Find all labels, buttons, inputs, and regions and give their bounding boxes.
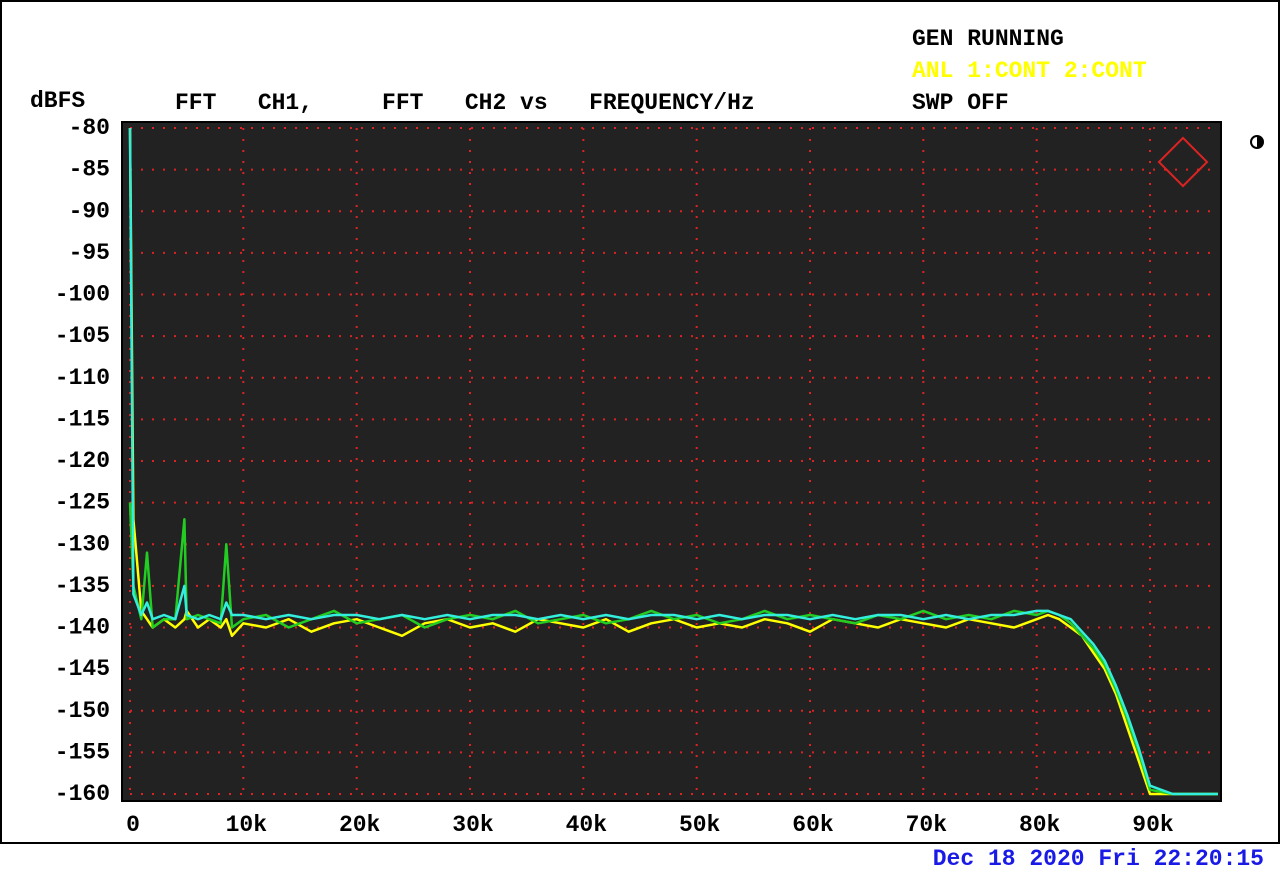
- x-tick-label: 0: [126, 812, 140, 838]
- y-tick-label: -135: [55, 573, 110, 599]
- y-tick-label: -120: [55, 448, 110, 474]
- y-tick-label: -130: [55, 531, 110, 557]
- x-tick-label: 10k: [226, 812, 268, 838]
- x-tick-label: 90k: [1132, 812, 1174, 838]
- x-tick-label: 70k: [906, 812, 948, 838]
- logo: [1157, 136, 1209, 188]
- status-line: ANL 1:CONT 2:CONT: [912, 58, 1147, 84]
- status-line: SWP OFF: [912, 90, 1009, 116]
- y-tick-label: -150: [55, 698, 110, 724]
- x-tick-label: 30k: [452, 812, 494, 838]
- chart-title: FFT CH1, FFT CH2 vs FREQUENCY/Hz: [175, 90, 755, 116]
- y-tick-label: -160: [55, 781, 110, 807]
- spectrum-trace: [128, 127, 1218, 796]
- status-line: GEN RUNNING: [912, 26, 1064, 52]
- spectrum-trace: [128, 127, 1218, 796]
- y-tick-label: -155: [55, 739, 110, 765]
- x-tick-label: 80k: [1019, 812, 1061, 838]
- x-tick-label: 20k: [339, 812, 381, 838]
- x-tick-label: 40k: [566, 812, 608, 838]
- y-tick-label: -110: [55, 365, 110, 391]
- plot: -80 -85 -90 -95 -100 -105 -110 -115 -120 -125 -130…: [55, 115, 1222, 838]
- y-tick-label: -80: [69, 115, 110, 141]
- y-tick-label: -140: [55, 615, 110, 641]
- y-tick-label: -100: [55, 282, 110, 308]
- y-tick-label: -90: [69, 198, 110, 224]
- y-tick-label: -145: [55, 656, 110, 682]
- timestamp: Dec 18 2020 Fri 22:20:15: [933, 846, 1264, 872]
- y-tick-label: -95: [69, 240, 110, 266]
- y-axis-label: dBFS: [30, 88, 85, 114]
- x-tick-label: 50k: [679, 812, 721, 838]
- plot-area: [121, 121, 1222, 802]
- y-tick-label: -115: [55, 406, 110, 432]
- y-tick-label: -85: [69, 157, 110, 183]
- x-tick-label: 60k: [792, 812, 834, 838]
- marker-icon-half: [1257, 136, 1263, 148]
- y-tick-label: -125: [55, 490, 110, 516]
- logo-diamond: [1157, 136, 1209, 188]
- y-tick-label: -105: [55, 323, 110, 349]
